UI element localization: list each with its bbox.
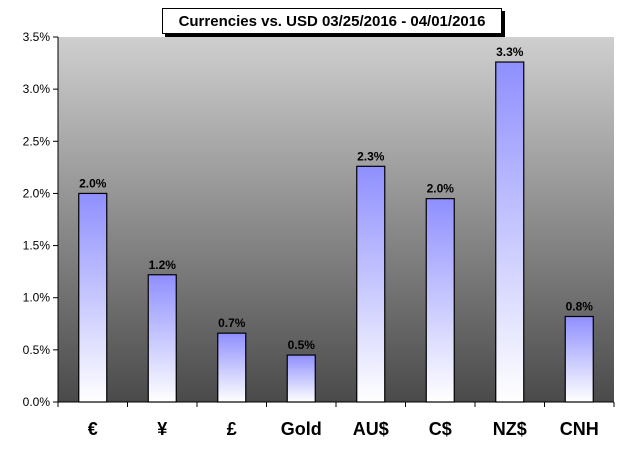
bar (425, 198, 455, 403)
x-tick-label: C$ (429, 419, 452, 439)
bar (147, 274, 177, 403)
data-label: 0.8% (566, 299, 594, 313)
bars: 2.0% 1.2% 0.7% 0.5% 2.3% 2.0% 3.3% 0.8% (78, 45, 594, 403)
bar (564, 315, 594, 403)
data-label: 0.5% (288, 338, 316, 352)
y-tick-label: 0.5% (23, 343, 51, 357)
y-tick-label: 1.0% (23, 291, 51, 305)
y-tick-label: 2.5% (23, 134, 51, 148)
data-label: 0.7% (218, 316, 246, 330)
x-tick-label: AU$ (353, 419, 389, 439)
data-label: 2.0% (427, 182, 455, 196)
x-tick-label: £ (227, 419, 237, 439)
bar (495, 61, 525, 403)
y-axis: 0.0% 0.5% 1.0% 1.5% 2.0% 2.5% 3.0% 3.5% (23, 30, 59, 409)
data-label: 2.0% (79, 176, 107, 190)
bar (217, 332, 247, 403)
y-tick-label: 3.5% (23, 30, 51, 44)
x-axis: € ¥ £ Gold AU$ C$ NZ$ CNH (57, 401, 615, 439)
x-tick-label: CNH (560, 419, 599, 439)
y-tick-label: 0.0% (23, 395, 51, 409)
x-tick-label: Gold (281, 419, 322, 439)
x-tick-label: NZ$ (493, 419, 527, 439)
bar (356, 165, 386, 403)
data-label: 1.2% (149, 258, 177, 272)
y-tick-label: 1.5% (23, 239, 51, 253)
x-tick-label: € (88, 419, 98, 439)
y-tick-label: 2.0% (23, 186, 51, 200)
y-tick-label: 3.0% (23, 82, 51, 96)
data-label: 3.3% (496, 45, 524, 59)
x-tick-label: ¥ (157, 419, 167, 439)
data-label: 2.3% (357, 149, 385, 163)
bar (78, 192, 108, 403)
chart-title: Currencies vs. USD 03/25/2016 - 04/01/20… (162, 8, 502, 34)
bar (286, 354, 316, 403)
plot-area (58, 37, 614, 402)
